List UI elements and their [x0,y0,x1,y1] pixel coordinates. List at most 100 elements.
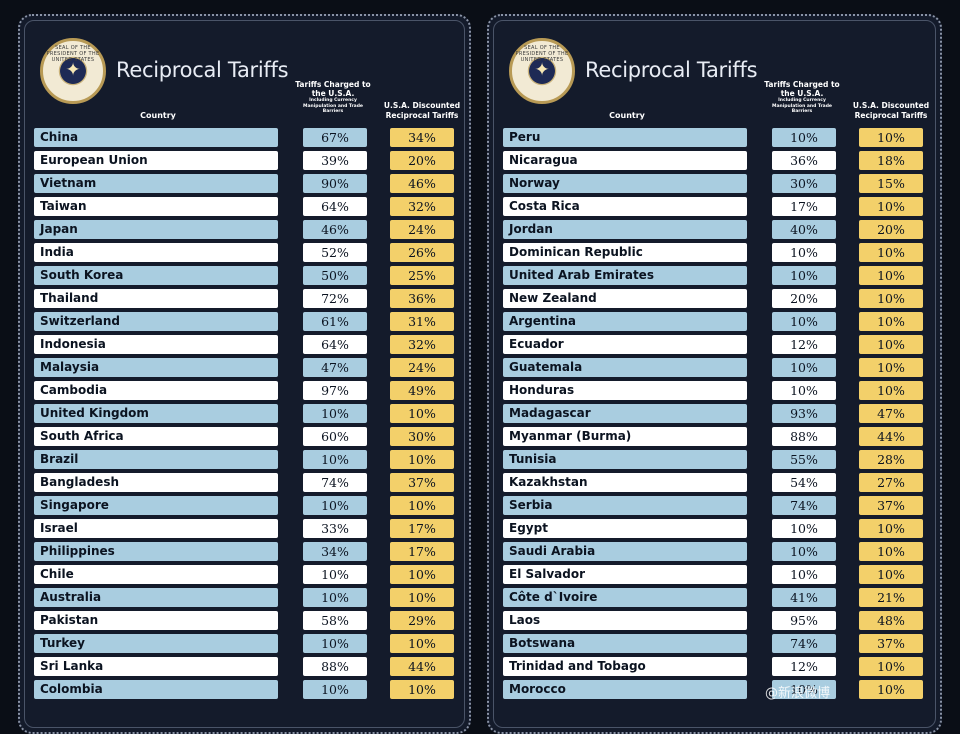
country-cell: Malaysia [34,358,278,377]
country-cell: Trinidad and Tobago [503,657,747,676]
discount-cell: 36% [390,289,454,308]
country-cell: Madagascar [503,404,747,423]
country-cell: El Salvador [503,565,747,584]
charged-cell: 67% [303,128,367,147]
discount-cell: 37% [859,496,923,515]
discount-cell: 17% [390,542,454,561]
charged-cell: 93% [772,404,836,423]
discount-cell: 34% [390,128,454,147]
watermark: @新浪微博 [765,686,831,701]
discount-cell: 10% [390,588,454,607]
eagle-icon: ✦ [534,59,550,81]
charged-cell: 10% [772,565,836,584]
charged-cell: 10% [772,542,836,561]
charged-cell: 72% [303,289,367,308]
charged-cell: 10% [772,381,836,400]
header-charged-main: Tariffs Charged to the U.S.A. [764,80,840,98]
discount-cell: 20% [390,151,454,170]
country-cell: Tunisia [503,450,747,469]
charged-cell: 10% [772,519,836,538]
country-cell: Japan [34,220,278,239]
charged-cell: 95% [772,611,836,630]
country-cell: Colombia [34,680,278,699]
seal-text: SEAL OF THE PRESIDENT OF THE UNITED STAT… [46,45,100,63]
charged-cell: 12% [772,335,836,354]
country-cell: Honduras [503,381,747,400]
discount-cell: 10% [859,266,923,285]
discount-cell: 10% [390,496,454,515]
header-country: Country [609,111,645,120]
page-title: Reciprocal Tariffs [116,58,289,82]
header-country: Country [140,111,176,120]
charged-cell: 10% [772,312,836,331]
eagle-icon: ✦ [65,59,81,81]
page-title: Reciprocal Tariffs [585,58,758,82]
discount-cell: 26% [390,243,454,262]
charged-cell: 20% [772,289,836,308]
page: SEAL OF THE PRESIDENT OF THE UNITED STAT… [18,14,942,734]
discount-cell: 10% [859,680,923,699]
country-cell: India [34,243,278,262]
country-cell: Serbia [503,496,747,515]
charged-cell: 10% [772,243,836,262]
charged-cell: 74% [772,496,836,515]
discount-cell: 10% [390,680,454,699]
charged-cell: 41% [772,588,836,607]
charged-cell: 74% [772,634,836,653]
right-panel: SEAL OF THE PRESIDENT OF THE UNITED STAT… [487,14,942,734]
discount-cell: 10% [390,404,454,423]
country-cell: Pakistan [34,611,278,630]
discount-cell: 46% [390,174,454,193]
discount-cell: 10% [390,565,454,584]
country-cell: Botswana [503,634,747,653]
country-cell: Sri Lanka [34,657,278,676]
country-cell: Guatemala [503,358,747,377]
discount-cell: 44% [859,427,923,446]
header-charged-main: Tariffs Charged to the U.S.A. [295,80,371,98]
discount-cell: 10% [859,519,923,538]
discount-cell: 32% [390,197,454,216]
discount-cell: 48% [859,611,923,630]
discount-cell: 10% [859,312,923,331]
charged-cell: 97% [303,381,367,400]
discount-cell: 18% [859,151,923,170]
header-discount: U.S.A. Discounted Reciprocal Tariffs [383,101,461,120]
presidential-seal-icon: SEAL OF THE PRESIDENT OF THE UNITED STAT… [509,38,575,104]
charged-cell: 10% [303,404,367,423]
charged-cell: 88% [303,657,367,676]
discount-cell: 10% [859,565,923,584]
country-cell: Egypt [503,519,747,538]
discount-cell: 10% [859,128,923,147]
country-cell: Saudi Arabia [503,542,747,561]
discount-cell: 10% [859,197,923,216]
charged-cell: 34% [303,542,367,561]
country-cell: New Zealand [503,289,747,308]
country-cell: Switzerland [34,312,278,331]
charged-cell: 36% [772,151,836,170]
discount-cell: 29% [390,611,454,630]
country-cell: Bangladesh [34,473,278,492]
country-cell: South Korea [34,266,278,285]
country-cell: European Union [34,151,278,170]
country-cell: United Arab Emirates [503,266,747,285]
charged-cell: 10% [303,680,367,699]
country-cell: Peru [503,128,747,147]
charged-cell: 64% [303,335,367,354]
country-cell: Kazakhstan [503,473,747,492]
discount-cell: 10% [859,542,923,561]
discount-cell: 37% [859,634,923,653]
charged-cell: 60% [303,427,367,446]
charged-cell: 10% [772,358,836,377]
country-cell: Costa Rica [503,197,747,216]
discount-cell: 27% [859,473,923,492]
country-cell: Ecuador [503,335,747,354]
discount-cell: 24% [390,220,454,239]
charged-cell: 33% [303,519,367,538]
header-charged-sub: Including Currency Manipulation and Trad… [772,98,832,114]
charged-cell: 88% [772,427,836,446]
header-charged: Tariffs Charged to the U.S.A. Including … [293,80,373,115]
presidential-seal-icon: SEAL OF THE PRESIDENT OF THE UNITED STAT… [40,38,106,104]
country-cell: Nicaragua [503,151,747,170]
country-cell: Israel [34,519,278,538]
country-cell: Taiwan [34,197,278,216]
